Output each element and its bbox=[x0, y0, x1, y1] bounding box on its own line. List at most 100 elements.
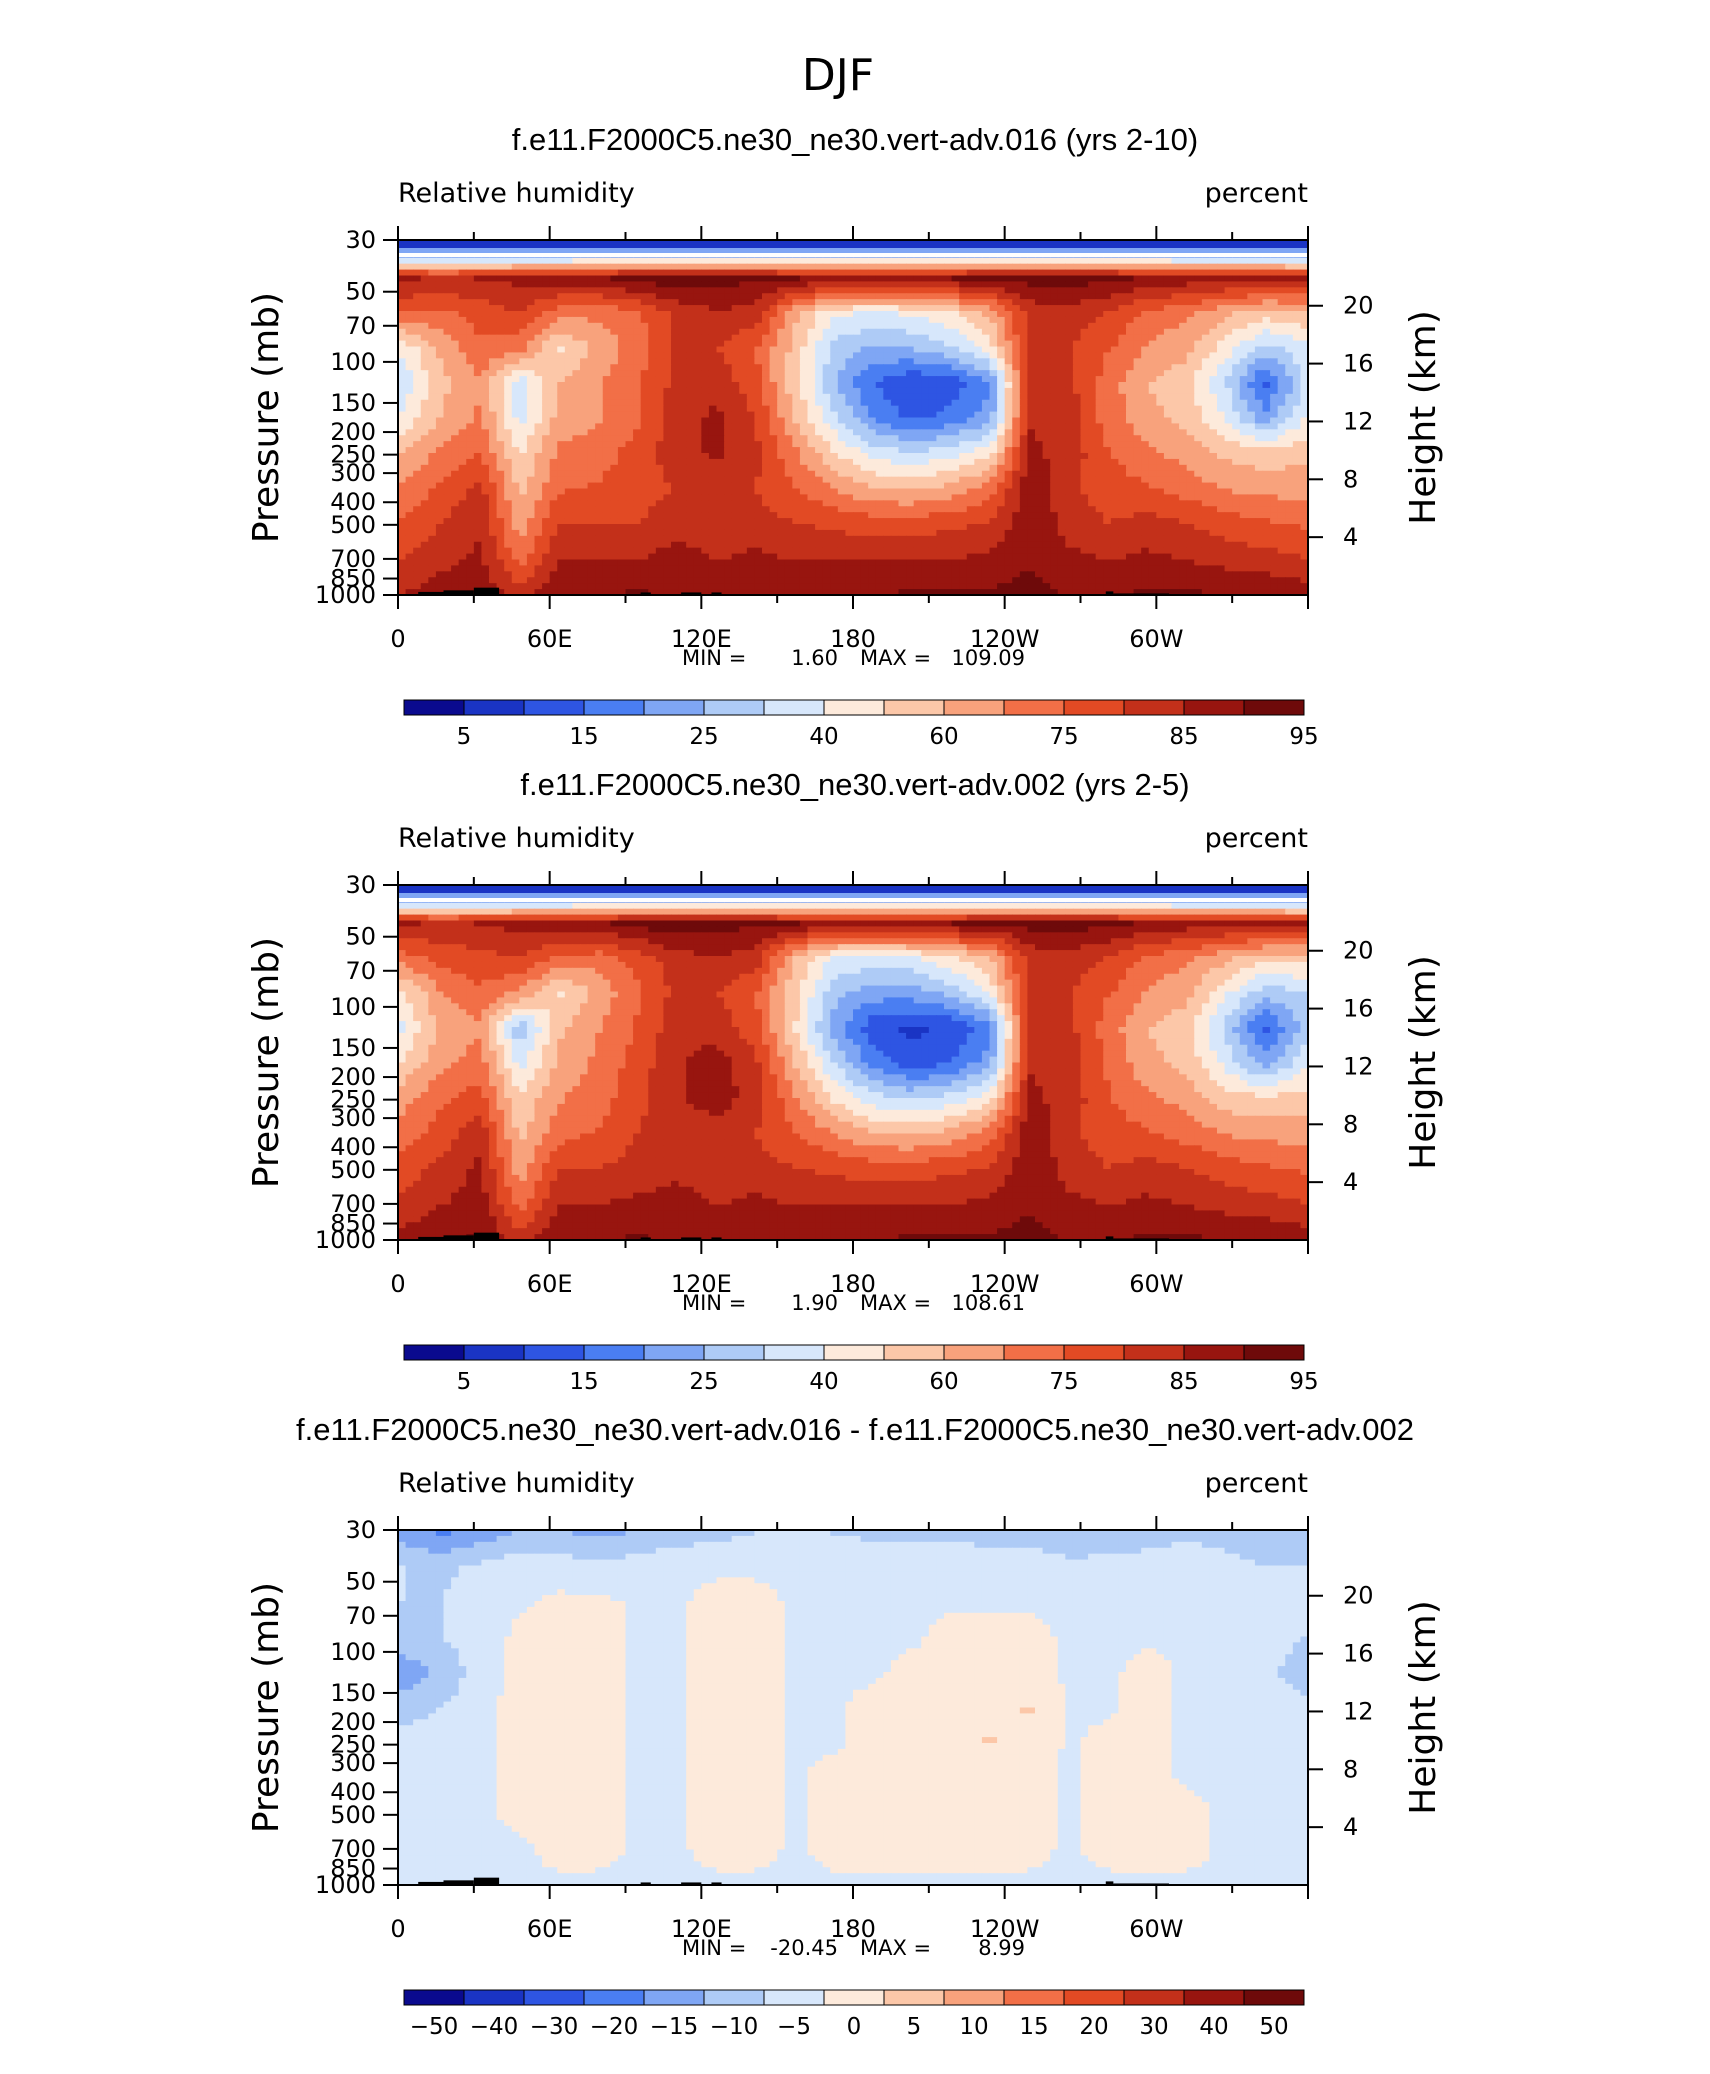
field-cell bbox=[1027, 322, 1036, 330]
field-cell bbox=[898, 305, 907, 312]
field-cell bbox=[997, 352, 1006, 359]
field-cell bbox=[1163, 370, 1173, 377]
field-cell bbox=[845, 411, 854, 419]
field-cell bbox=[557, 263, 566, 271]
field-cell bbox=[875, 328, 884, 336]
field-cell bbox=[693, 417, 702, 425]
field-cell bbox=[549, 275, 558, 283]
field-cell bbox=[504, 328, 513, 336]
field-cell bbox=[504, 453, 513, 460]
field-cell bbox=[1050, 458, 1059, 466]
field-cell bbox=[1254, 453, 1264, 460]
field-cell bbox=[890, 311, 900, 318]
field-cell bbox=[1194, 293, 1203, 300]
field-cell bbox=[663, 334, 672, 342]
field-cell bbox=[648, 453, 657, 460]
field-cell bbox=[504, 299, 513, 306]
field-cell bbox=[1133, 429, 1142, 436]
field-cell bbox=[959, 441, 968, 448]
field-cell bbox=[625, 281, 634, 288]
field-cell bbox=[1262, 399, 1271, 407]
field-cell bbox=[997, 405, 1006, 413]
field-cell bbox=[640, 376, 649, 383]
field-cell bbox=[951, 382, 960, 389]
field-cell bbox=[1232, 334, 1241, 342]
field-cell bbox=[951, 305, 960, 312]
field-cell bbox=[511, 358, 520, 365]
field-cell bbox=[610, 340, 619, 348]
field-cell bbox=[944, 464, 953, 472]
field-cell bbox=[1072, 263, 1082, 271]
field-cell bbox=[799, 275, 809, 283]
field-cell bbox=[1247, 370, 1256, 377]
field-cell bbox=[807, 316, 816, 324]
field-cell bbox=[1072, 281, 1082, 288]
field-cell bbox=[1110, 275, 1120, 283]
field-cell bbox=[1217, 411, 1226, 419]
field-cell bbox=[1209, 387, 1218, 395]
field-cell bbox=[686, 275, 695, 283]
field-cell bbox=[671, 411, 680, 419]
field-cell bbox=[701, 275, 710, 283]
field-cell bbox=[511, 281, 520, 288]
field-cell bbox=[845, 364, 854, 371]
field-cell bbox=[769, 316, 778, 324]
field-cell bbox=[420, 328, 429, 336]
field-cell bbox=[944, 263, 953, 271]
field-cell bbox=[648, 275, 657, 283]
field-cell bbox=[989, 293, 998, 300]
field-cell bbox=[413, 340, 422, 348]
field-cell bbox=[951, 435, 960, 442]
field-cell bbox=[815, 305, 824, 312]
field-cell bbox=[769, 328, 778, 336]
field-cell bbox=[1019, 358, 1029, 365]
field-cell bbox=[906, 311, 915, 318]
field-cell bbox=[1247, 340, 1256, 348]
field-cell bbox=[693, 411, 702, 419]
field-cell bbox=[1065, 287, 1074, 294]
field-cell bbox=[762, 334, 771, 342]
field-cell bbox=[845, 470, 854, 478]
field-cell bbox=[1012, 305, 1021, 312]
field-cell bbox=[534, 340, 543, 348]
field-cell bbox=[602, 382, 611, 389]
field-cell bbox=[443, 423, 452, 430]
field-cell bbox=[1133, 340, 1142, 348]
field-cell bbox=[868, 370, 877, 377]
field-cell bbox=[944, 417, 953, 425]
field-cell bbox=[693, 405, 702, 413]
field-cell bbox=[1148, 340, 1157, 348]
field-cell bbox=[526, 447, 536, 454]
field-cell bbox=[1057, 376, 1066, 383]
field-cell bbox=[473, 352, 483, 359]
field-cell bbox=[1224, 470, 1233, 478]
field-cell bbox=[875, 263, 884, 271]
field-cell bbox=[1050, 358, 1059, 365]
field-cell bbox=[1156, 470, 1165, 478]
field-cell bbox=[1201, 275, 1211, 283]
field-cell bbox=[731, 358, 740, 365]
field-cell bbox=[1118, 464, 1127, 472]
field-cell bbox=[1247, 393, 1256, 401]
field-cell bbox=[405, 346, 414, 354]
field-cell bbox=[708, 334, 718, 342]
field-cell bbox=[906, 411, 915, 419]
field-cell bbox=[617, 346, 627, 354]
field-cell bbox=[928, 305, 938, 312]
field-cell bbox=[784, 269, 793, 277]
field-cell bbox=[1057, 334, 1066, 342]
field-cell bbox=[526, 470, 536, 478]
field-cell bbox=[1194, 287, 1203, 294]
field-cell bbox=[981, 458, 991, 466]
field-cell bbox=[1194, 405, 1203, 413]
field-cell bbox=[1118, 328, 1127, 336]
field-cell bbox=[1057, 299, 1066, 306]
field-cell bbox=[1103, 387, 1112, 395]
field-cell bbox=[951, 364, 960, 371]
field-cell bbox=[481, 364, 490, 371]
field-cell bbox=[1050, 311, 1059, 318]
field-cell bbox=[853, 387, 862, 395]
field-cell bbox=[1224, 411, 1233, 419]
field-cell bbox=[944, 458, 953, 466]
field-cell bbox=[1292, 269, 1302, 277]
